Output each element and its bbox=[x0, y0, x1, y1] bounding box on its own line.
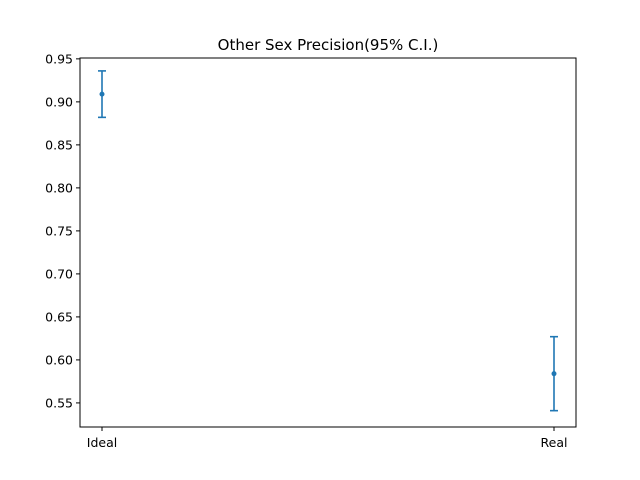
y-tick-label: 0.95 bbox=[45, 51, 73, 66]
y-tick-label: 0.85 bbox=[45, 137, 73, 152]
y-tick-label: 0.80 bbox=[45, 180, 73, 195]
y-tick-label: 0.65 bbox=[45, 309, 73, 324]
data-point bbox=[99, 91, 105, 97]
x-tick-label: Ideal bbox=[87, 435, 117, 450]
chart-title: Other Sex Precision(95% C.I.) bbox=[218, 36, 439, 54]
x-axis: Ideal Real bbox=[87, 427, 568, 450]
data-point bbox=[551, 371, 557, 377]
data-marks bbox=[98, 70, 558, 412]
x-tick-label: Real bbox=[541, 435, 568, 450]
y-tick-label: 0.90 bbox=[45, 94, 73, 109]
plot-area-frame bbox=[79, 57, 577, 428]
y-tick-label: 0.60 bbox=[45, 352, 73, 367]
y-tick-label: 0.70 bbox=[45, 266, 73, 281]
y-tick-label: 0.75 bbox=[45, 223, 73, 238]
y-tick-label: 0.55 bbox=[45, 395, 73, 410]
y-axis: 0.55 0.60 0.65 0.70 0.75 0.80 0.85 0.90 0.95 bbox=[45, 51, 80, 410]
